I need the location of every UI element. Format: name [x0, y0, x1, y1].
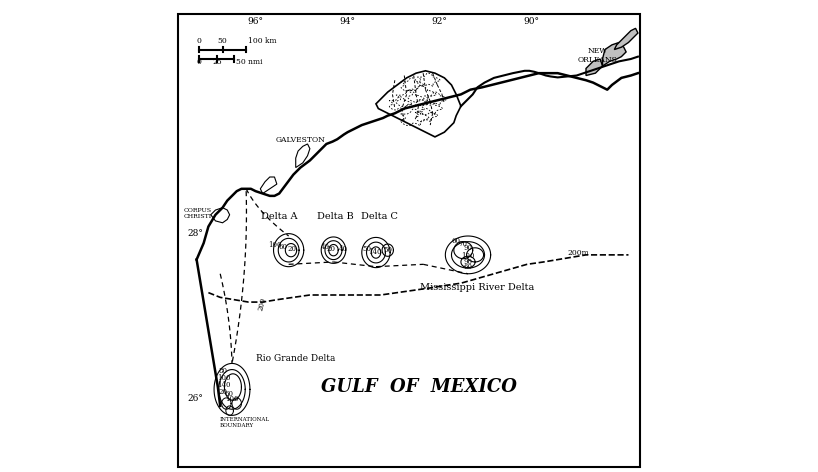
- Text: 100: 100: [225, 395, 239, 403]
- Text: CORPUS
CHRISTI: CORPUS CHRISTI: [184, 209, 212, 219]
- Text: 90: 90: [464, 258, 473, 266]
- Text: 200: 200: [257, 296, 268, 311]
- Text: 40: 40: [321, 244, 330, 251]
- Text: 20: 20: [287, 245, 296, 253]
- Text: Mississippi River Delta: Mississippi River Delta: [420, 283, 535, 292]
- Text: 50 nmi: 50 nmi: [236, 58, 263, 66]
- Text: 100: 100: [267, 242, 281, 249]
- Text: Delta A: Delta A: [261, 212, 298, 221]
- Text: GALVESTON: GALVESTON: [276, 135, 326, 143]
- Polygon shape: [603, 42, 626, 66]
- Text: 0: 0: [196, 37, 201, 45]
- Text: Delta C: Delta C: [362, 212, 398, 221]
- Text: 26°: 26°: [187, 394, 203, 404]
- Text: 50: 50: [362, 245, 371, 253]
- Text: Delta B: Delta B: [317, 212, 354, 221]
- Text: 200m: 200m: [567, 249, 589, 257]
- Polygon shape: [260, 177, 276, 194]
- Text: 28°: 28°: [187, 229, 203, 238]
- Text: NEW
ORLEANS: NEW ORLEANS: [578, 47, 618, 64]
- Text: 92°: 92°: [432, 17, 447, 25]
- Polygon shape: [586, 59, 603, 76]
- Text: 90: 90: [464, 244, 473, 252]
- Text: 140: 140: [368, 248, 382, 256]
- Text: 50: 50: [384, 246, 393, 254]
- Text: 20: 20: [218, 388, 227, 396]
- Text: 50: 50: [218, 37, 227, 45]
- Text: 70: 70: [459, 240, 468, 247]
- Text: Rio Grande Delta: Rio Grande Delta: [255, 354, 335, 363]
- Text: 60: 60: [224, 390, 233, 398]
- Text: 100: 100: [218, 374, 231, 381]
- Text: 94°: 94°: [339, 17, 356, 25]
- Text: GULF  OF  MEXICO: GULF OF MEXICO: [321, 378, 516, 396]
- Text: 20: 20: [326, 245, 335, 253]
- Text: 40: 40: [339, 245, 348, 253]
- Text: 60: 60: [452, 237, 461, 244]
- Text: 25: 25: [212, 58, 222, 66]
- Text: INTERNATIONAL
BOUNDARY: INTERNATIONAL BOUNDARY: [219, 417, 269, 428]
- Text: 100: 100: [461, 252, 474, 260]
- Text: 60: 60: [278, 244, 287, 251]
- Text: 100 km: 100 km: [248, 37, 276, 45]
- Text: 140: 140: [218, 381, 231, 388]
- Text: 80: 80: [218, 367, 227, 374]
- Polygon shape: [614, 28, 638, 50]
- Text: 96°: 96°: [248, 17, 263, 25]
- Text: 60: 60: [464, 263, 473, 270]
- Text: 0: 0: [196, 58, 201, 66]
- Text: 90°: 90°: [524, 17, 540, 25]
